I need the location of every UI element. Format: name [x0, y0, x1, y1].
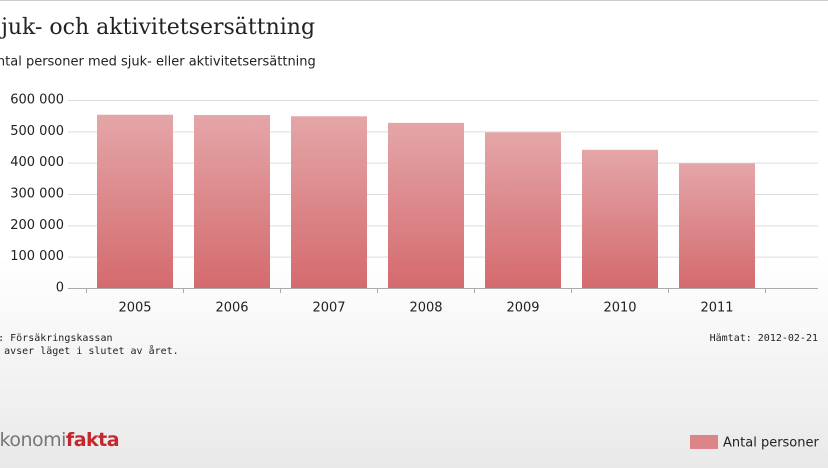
retrieved-date: Hämtat: 2012-02-21 — [710, 333, 818, 344]
y-tick-label: 300 000 — [10, 187, 64, 202]
y-tick-label: 100 000 — [10, 249, 64, 264]
bar — [291, 116, 367, 288]
y-tick-label: 0 — [56, 281, 64, 296]
legend-label: Antal personer — [723, 436, 819, 451]
bar — [679, 163, 755, 288]
chart-title: Sjuk- och aktivitetsersättning — [0, 15, 315, 40]
y-tick-label: 600 000 — [10, 93, 64, 108]
y-tick-label: 500 000 — [10, 124, 64, 139]
y-tick-label: 400 000 — [10, 155, 64, 170]
logo: Ekonomifakta — [0, 429, 119, 451]
y-tick-label: 200 000 — [10, 218, 64, 233]
x-tick-label: 2006 — [215, 301, 248, 316]
legend-swatch — [690, 435, 718, 449]
bar — [194, 115, 270, 288]
bar — [582, 149, 658, 288]
x-tick-label: 2005 — [118, 301, 151, 316]
bar — [388, 122, 464, 288]
logo-part: Ekonomi — [0, 429, 66, 451]
bar — [97, 114, 173, 288]
logo-part: fakta — [66, 429, 119, 451]
bar — [485, 132, 561, 288]
note: Data avser läget i slutet av året. — [0, 344, 179, 357]
x-tick-label: 2007 — [312, 301, 345, 316]
x-tick-label: 2011 — [700, 301, 733, 316]
x-tick-label: 2010 — [603, 301, 636, 316]
x-tick-label: 2008 — [409, 301, 442, 316]
chart-subtitle: Antal personer med sjuk- eller aktivitet… — [0, 55, 316, 70]
source: Källa: Försäkringskassan — [0, 333, 113, 344]
x-tick-label: 2009 — [506, 301, 539, 316]
